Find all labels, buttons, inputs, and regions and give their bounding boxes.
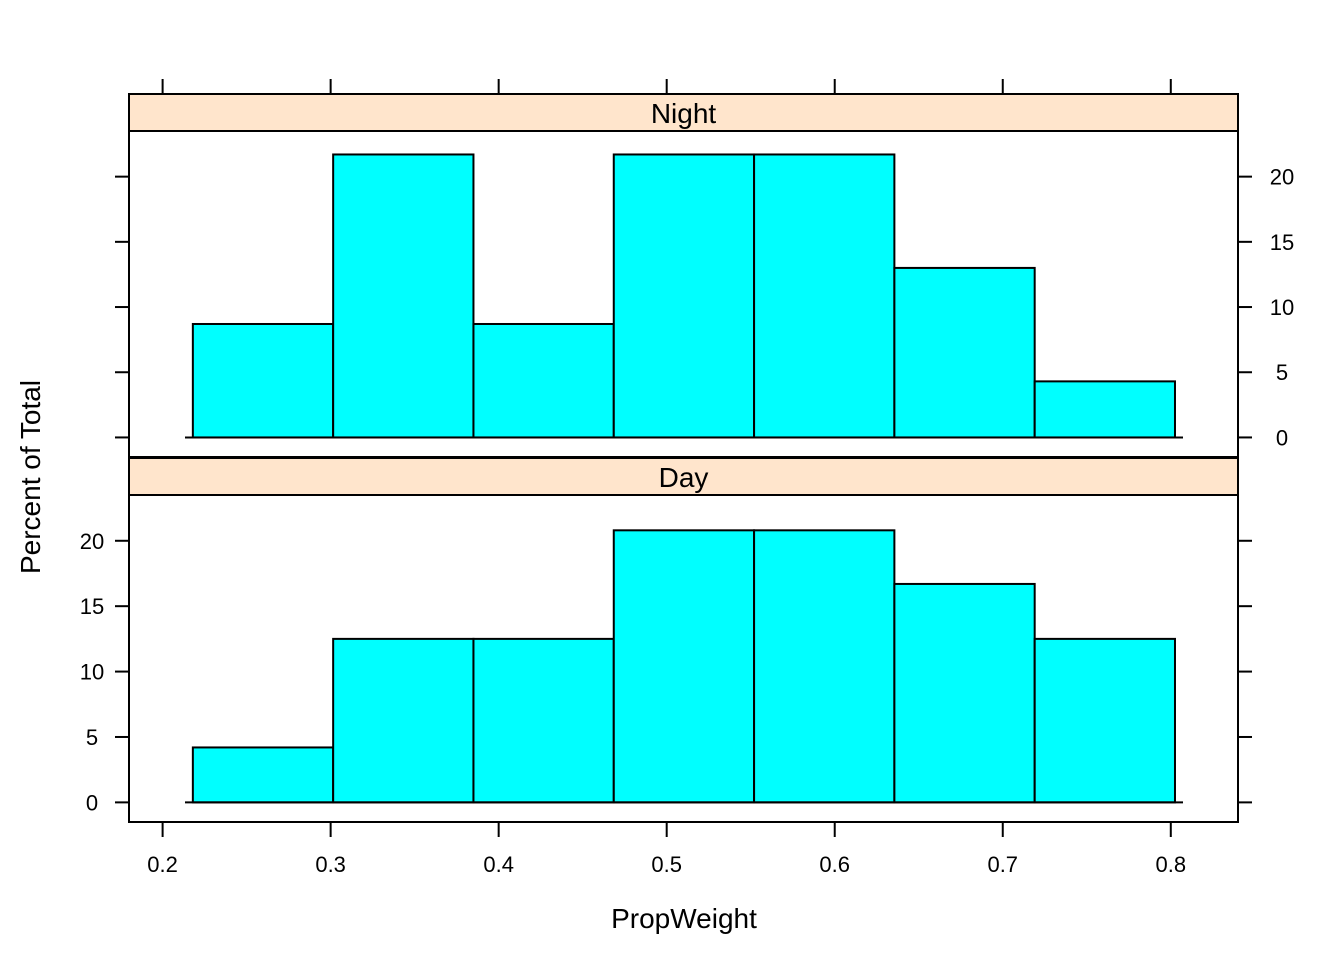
y-tick-label: 20	[1270, 165, 1294, 190]
x-tick-label: 0.8	[1155, 852, 1186, 877]
y-tick-label: 5	[1276, 360, 1288, 385]
x-tick-label: 0.3	[315, 852, 346, 877]
x-tick-label: 0.6	[819, 852, 850, 877]
histogram-bar	[191, 746, 335, 804]
strip-background	[128, 93, 1239, 132]
histogram-bar	[1033, 380, 1176, 439]
y-tick-label: 15	[1270, 230, 1294, 255]
histogram-bar	[472, 637, 615, 804]
x-tick-label: 0.5	[651, 852, 682, 877]
strip-label: Night	[651, 98, 717, 129]
x-axis-title: PropWeight	[611, 903, 757, 934]
y-tick-label: 5	[86, 725, 98, 750]
y-tick-label: 15	[80, 594, 104, 619]
y-axis-title: Percent of Total	[15, 380, 46, 574]
histogram-bar	[893, 582, 1036, 804]
panel-night: Night 0 5 10 15 20	[115, 79, 1294, 458]
y-tick-label: 0	[1276, 425, 1288, 450]
histogram-bar	[893, 266, 1036, 439]
histogram-bar	[753, 529, 896, 804]
histogram-bar	[191, 322, 335, 439]
strip-label: Day	[659, 462, 709, 493]
y-tick-label: 10	[80, 660, 104, 685]
histogram-bar	[612, 529, 756, 804]
histogram-bar	[1033, 637, 1176, 804]
histogram-bar	[753, 153, 896, 439]
histogram-bar	[612, 153, 756, 439]
strip-background	[128, 457, 1239, 496]
panels-layer: Night 0 5 10 15 20 Day 0 5 10 15 20 0.2 0.3 0.4 0.5 0.6 0…	[80, 79, 1294, 877]
x-tick-label: 0.2	[147, 852, 178, 877]
panel-day: Day 0 5 10 15 20 0.2 0.3 0.4 0.5 0.6 0.7 0.8	[80, 457, 1252, 877]
x-tick-label: 0.4	[483, 852, 514, 877]
histogram-bar	[472, 322, 615, 439]
histogram-bar	[332, 637, 475, 804]
y-tick-label: 0	[86, 790, 98, 815]
histogram-bar	[332, 153, 475, 439]
y-tick-label: 20	[80, 529, 104, 554]
panel-frame	[128, 494, 1239, 823]
x-tick-label: 0.7	[987, 852, 1018, 877]
y-tick-label: 10	[1270, 295, 1294, 320]
